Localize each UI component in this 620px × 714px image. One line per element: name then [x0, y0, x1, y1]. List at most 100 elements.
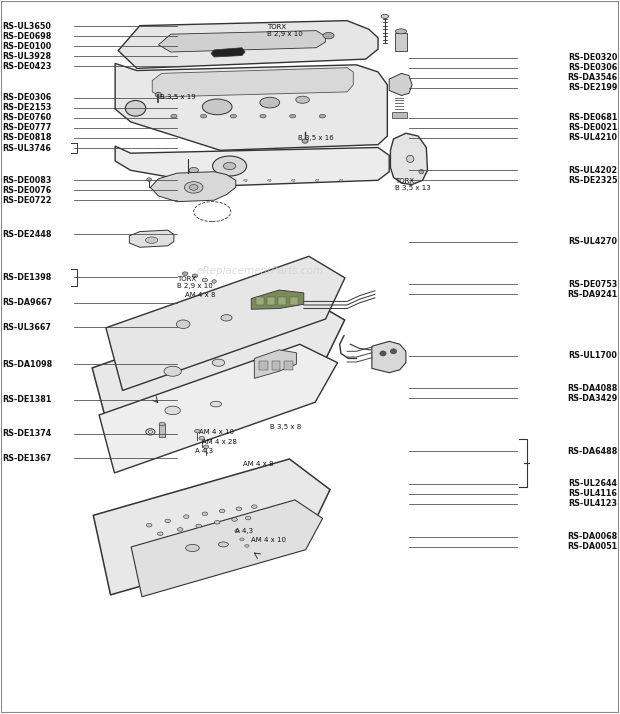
- Ellipse shape: [177, 528, 183, 531]
- Ellipse shape: [381, 14, 389, 19]
- Ellipse shape: [246, 516, 251, 520]
- Ellipse shape: [419, 170, 424, 174]
- Ellipse shape: [210, 401, 221, 407]
- Text: RS-DE2448: RS-DE2448: [2, 230, 52, 239]
- Text: RS-DA1098: RS-DA1098: [2, 360, 53, 368]
- Ellipse shape: [219, 179, 223, 181]
- Ellipse shape: [125, 101, 146, 116]
- Ellipse shape: [290, 114, 296, 118]
- Polygon shape: [389, 74, 412, 96]
- Text: B 3,5 x 8: B 3,5 x 8: [270, 424, 301, 430]
- Ellipse shape: [244, 179, 247, 181]
- Text: AM 4 x 10: AM 4 x 10: [198, 429, 234, 435]
- Ellipse shape: [202, 99, 232, 115]
- Ellipse shape: [199, 436, 205, 440]
- Ellipse shape: [218, 542, 228, 547]
- Text: RS-DE0698: RS-DE0698: [2, 32, 52, 41]
- Ellipse shape: [396, 29, 407, 34]
- Text: TORX
B 2,9 x 10: TORX B 2,9 x 10: [267, 24, 303, 37]
- Bar: [290, 297, 298, 305]
- Polygon shape: [130, 230, 174, 247]
- Text: RS-UL4123: RS-UL4123: [569, 499, 618, 508]
- Polygon shape: [372, 341, 406, 373]
- Text: RS-DE2199: RS-DE2199: [568, 83, 618, 92]
- Text: AM 4 x 10: AM 4 x 10: [251, 537, 286, 543]
- Ellipse shape: [223, 163, 236, 170]
- Text: RS-UL1700: RS-UL1700: [569, 351, 618, 360]
- Text: RS-DE0076: RS-DE0076: [2, 186, 52, 195]
- Ellipse shape: [230, 114, 236, 118]
- Text: RS-DE1398: RS-DE1398: [2, 273, 52, 282]
- Ellipse shape: [189, 168, 198, 174]
- Bar: [256, 297, 264, 305]
- Ellipse shape: [157, 532, 163, 536]
- Polygon shape: [151, 172, 236, 201]
- Ellipse shape: [219, 509, 225, 513]
- Text: B 3,5 x 16: B 3,5 x 16: [298, 134, 334, 141]
- Bar: [259, 361, 268, 370]
- Polygon shape: [131, 500, 322, 597]
- Ellipse shape: [212, 280, 216, 283]
- Text: TORX
B 2,9 x 10: TORX B 2,9 x 10: [177, 276, 213, 289]
- Bar: [159, 424, 166, 437]
- Ellipse shape: [159, 422, 166, 426]
- Ellipse shape: [146, 523, 152, 527]
- Ellipse shape: [203, 445, 209, 448]
- Ellipse shape: [296, 96, 309, 104]
- Polygon shape: [115, 64, 388, 151]
- Text: AM 4 x 28: AM 4 x 28: [202, 439, 237, 445]
- Text: RS-DE0722: RS-DE0722: [2, 196, 52, 205]
- Text: RS-UL4210: RS-UL4210: [569, 133, 618, 142]
- Text: RS-DA0051: RS-DA0051: [567, 542, 618, 551]
- Text: RS-DE0423: RS-DE0423: [2, 61, 52, 71]
- Ellipse shape: [185, 544, 199, 551]
- Text: RS-UL4202: RS-UL4202: [569, 166, 618, 175]
- Ellipse shape: [176, 320, 190, 328]
- Ellipse shape: [215, 521, 220, 524]
- Ellipse shape: [148, 431, 153, 433]
- Text: RS-DE0021: RS-DE0021: [568, 123, 618, 132]
- Text: A 4,3: A 4,3: [234, 528, 253, 534]
- Bar: [392, 112, 407, 118]
- Ellipse shape: [232, 518, 237, 521]
- Polygon shape: [391, 134, 428, 184]
- Ellipse shape: [172, 179, 175, 181]
- Ellipse shape: [171, 114, 177, 118]
- Ellipse shape: [245, 544, 249, 547]
- Polygon shape: [106, 256, 345, 391]
- Ellipse shape: [164, 366, 181, 376]
- Ellipse shape: [146, 428, 155, 435]
- Ellipse shape: [252, 505, 257, 508]
- Text: RS-DA9241: RS-DA9241: [567, 290, 618, 298]
- Ellipse shape: [380, 351, 386, 356]
- Text: RS-DE0753: RS-DE0753: [568, 280, 618, 289]
- Ellipse shape: [302, 139, 308, 144]
- Ellipse shape: [147, 178, 152, 181]
- Ellipse shape: [200, 114, 206, 118]
- Ellipse shape: [192, 274, 198, 278]
- Text: RS-DE1367: RS-DE1367: [2, 453, 52, 463]
- Text: RS-DE0100: RS-DE0100: [2, 42, 52, 51]
- Text: RS-DE0681: RS-DE0681: [568, 113, 618, 122]
- Ellipse shape: [196, 179, 200, 181]
- Text: RS-DE2153: RS-DE2153: [2, 103, 52, 112]
- Text: AM 4 x 8: AM 4 x 8: [185, 292, 216, 298]
- Text: RS-UL4270: RS-UL4270: [569, 237, 618, 246]
- Ellipse shape: [212, 359, 224, 366]
- Ellipse shape: [315, 179, 319, 181]
- Bar: [396, 33, 407, 51]
- Text: RS-DE1381: RS-DE1381: [2, 396, 52, 404]
- Text: RS-UL4116: RS-UL4116: [569, 489, 618, 498]
- Bar: [284, 361, 293, 370]
- Ellipse shape: [184, 515, 189, 518]
- Ellipse shape: [189, 184, 198, 190]
- Text: RS-DE0306: RS-DE0306: [2, 93, 52, 102]
- Text: AM 4 x 8: AM 4 x 8: [243, 461, 273, 467]
- Text: RS-UL3746: RS-UL3746: [2, 144, 51, 153]
- Text: RS-DA6488: RS-DA6488: [567, 446, 618, 456]
- Text: B 3,5 x 19: B 3,5 x 19: [161, 94, 196, 100]
- Text: RS-UL3650: RS-UL3650: [2, 22, 51, 31]
- Polygon shape: [92, 294, 345, 443]
- Polygon shape: [99, 344, 337, 473]
- Text: TORX
B 3,5 x 13: TORX B 3,5 x 13: [396, 178, 431, 191]
